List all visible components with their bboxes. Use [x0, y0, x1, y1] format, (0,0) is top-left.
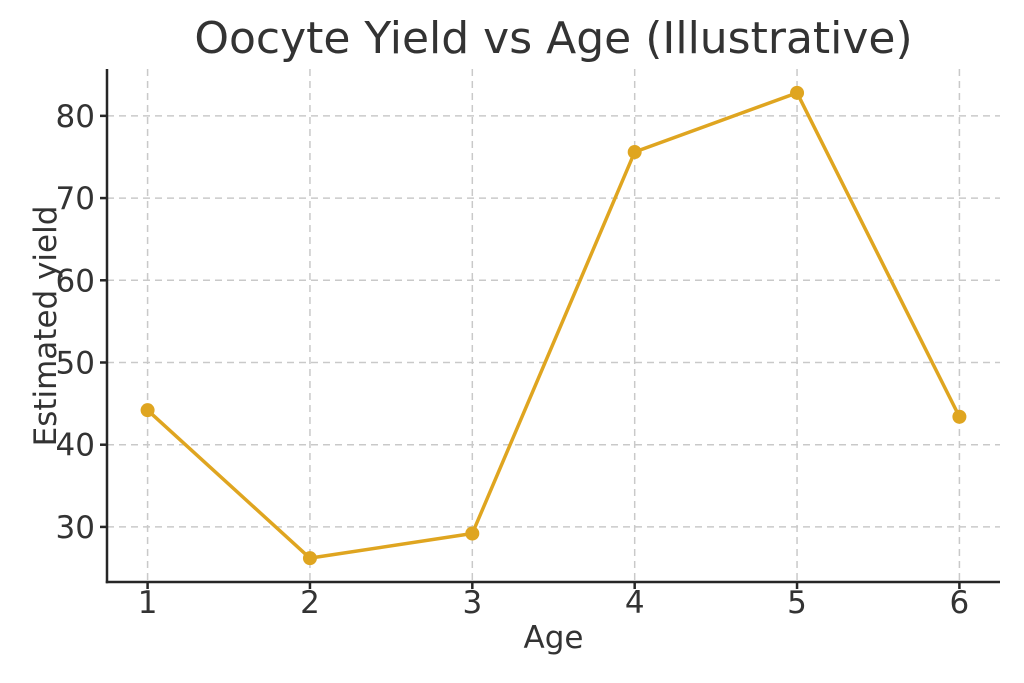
data-point: [790, 85, 805, 100]
y-tick-label: 30: [56, 510, 95, 546]
x-tick-label: 1: [138, 585, 158, 621]
data-point: [952, 409, 967, 424]
y-tick-label: 40: [56, 428, 95, 464]
x-tick-label: 3: [462, 585, 482, 621]
data-point: [627, 145, 642, 160]
data-point: [302, 551, 317, 566]
x-tick-label: 2: [300, 585, 320, 621]
y-tick-label: 70: [56, 181, 95, 217]
chart-title: Oocyte Yield vs Age (Illustrative): [194, 13, 913, 64]
y-tick-label: 60: [56, 263, 95, 299]
data-point: [140, 403, 155, 418]
y-tick-label: 80: [56, 99, 95, 135]
y-axis-label: Estimated yield: [28, 205, 64, 447]
x-axis-label: Age: [523, 620, 584, 656]
x-tick-label: 5: [787, 585, 807, 621]
x-tick-label: 6: [950, 585, 970, 621]
data-point: [465, 526, 480, 541]
data-line: [145, 91, 962, 560]
x-tick-label: 4: [625, 585, 645, 621]
y-tick-label: 50: [56, 345, 95, 381]
